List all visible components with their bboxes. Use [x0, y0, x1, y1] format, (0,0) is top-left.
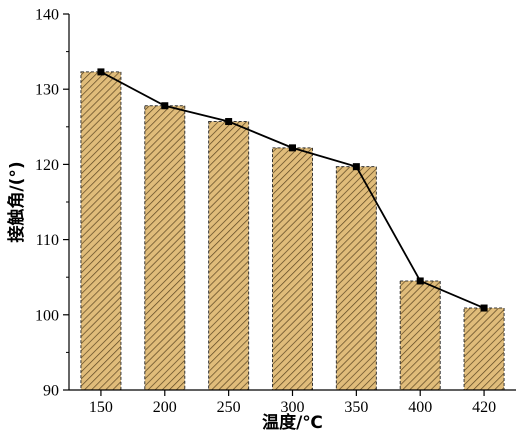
y-tick-label: 100: [35, 307, 59, 324]
x-tick-label: 350: [344, 399, 368, 416]
x-tick-label: 300: [281, 399, 305, 416]
bar-200: [144, 105, 186, 391]
bar-250: [208, 121, 250, 391]
point-marker-250: [225, 118, 233, 126]
y-tick-label: 120: [35, 157, 59, 174]
x-tick-label: 400: [408, 399, 432, 416]
y-tick-label: 110: [36, 232, 59, 249]
bar-300: [272, 147, 313, 391]
bars-layer: [80, 71, 505, 391]
point-marker-420: [480, 304, 488, 312]
y-ticks: 90 100 110 120 130 140: [35, 7, 69, 400]
point-marker-350: [352, 163, 360, 171]
point-marker-200: [161, 102, 169, 110]
x-tick-label: 420: [472, 399, 496, 416]
point-marker-400: [416, 277, 424, 285]
x-tick-label: 250: [217, 399, 241, 416]
y-tick-label: 90: [43, 383, 59, 400]
bar-350: [335, 166, 377, 391]
series-line-layer: [97, 68, 488, 312]
bar-150: [80, 71, 122, 391]
x-axis-title: 温度/℃: [262, 412, 323, 433]
point-marker-300: [289, 144, 296, 152]
bar-420: [463, 307, 505, 391]
y-axis-title: 接触角/(°): [6, 161, 27, 242]
x-tick-label: 200: [153, 399, 177, 416]
y-tick-label: 140: [35, 7, 59, 24]
point-marker-150: [97, 68, 105, 76]
x-ticks: 150 200 250 300 350 400 420: [89, 390, 496, 416]
bar-400: [399, 280, 441, 391]
x-tick-label: 150: [89, 399, 113, 416]
y-tick-label: 130: [35, 82, 59, 99]
